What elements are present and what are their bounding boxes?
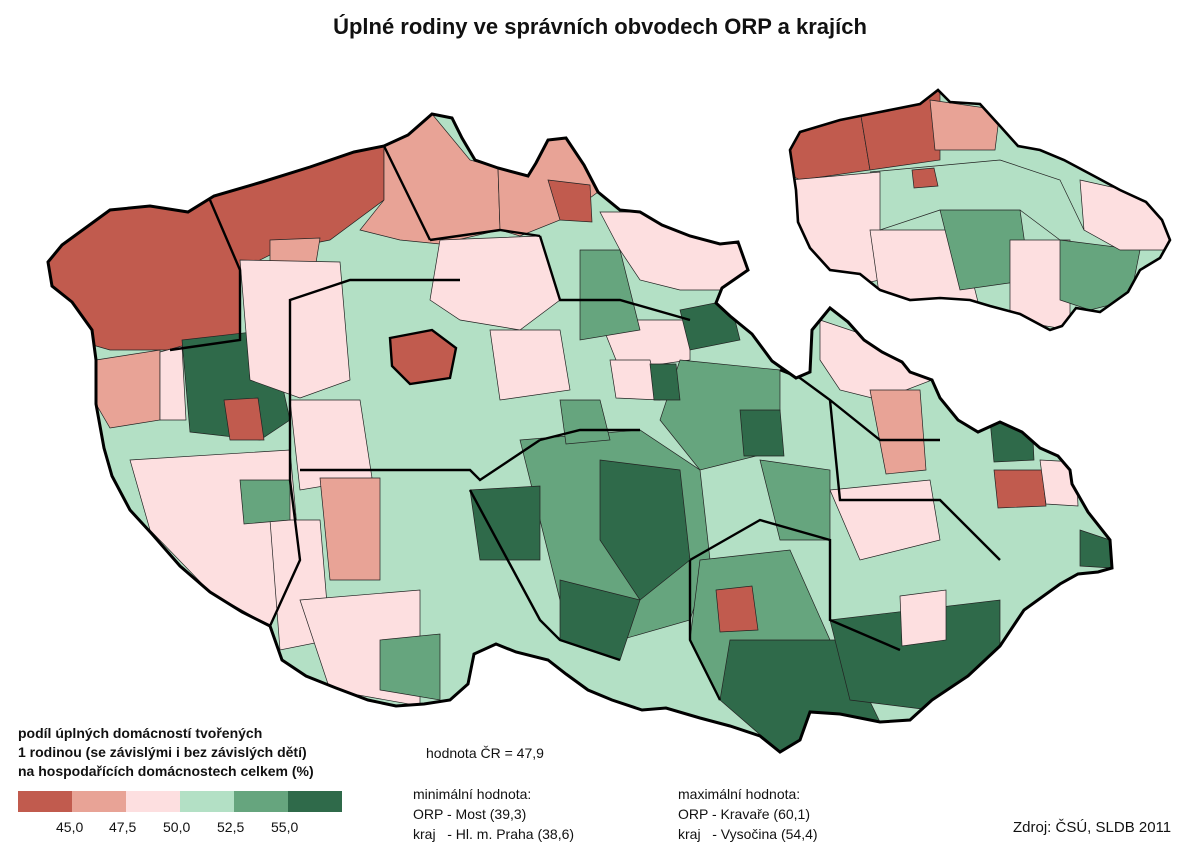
- legend-title: podíl úplných domácností tvořených 1 rod…: [18, 724, 314, 781]
- legend-swatch: [126, 791, 180, 812]
- legend-tick: 45,0: [56, 819, 84, 835]
- legend-title-line: na hospodařících domácnostech celkem (%): [18, 763, 314, 779]
- legend-color-scale: [18, 791, 342, 812]
- minimum-label: minimální hodnota:: [413, 786, 532, 802]
- maximum-orp: ORP - Kravaře (60,1): [678, 806, 811, 822]
- minimum-values: minimální hodnota: ORP - Most (39,3) kra…: [413, 784, 574, 844]
- legend-tick: 47,5: [109, 819, 137, 835]
- source-note: Zdroj: ČSÚ, SLDB 2011: [1013, 819, 1172, 836]
- maximum-values: maximální hodnota: ORP - Kravaře (60,1) …: [678, 784, 818, 844]
- legend-title-line: 1 rodinou (se závislými i bez závislých …: [18, 744, 307, 760]
- map-title: Úplné rodiny ve správních obvodech ORP a…: [333, 14, 867, 39]
- legend-tick: 52,5: [217, 819, 245, 835]
- legend-swatch: [18, 791, 72, 812]
- legend-swatch: [180, 791, 234, 812]
- legend-tick: 50,0: [163, 819, 191, 835]
- legend-tick: 55,0: [271, 819, 299, 835]
- maximum-kraj: kraj - Vysočina (54,4): [678, 826, 818, 842]
- legend-swatch: [288, 791, 342, 812]
- national-value: hodnota ČR = 47,9: [426, 745, 544, 761]
- minimum-orp: ORP - Most (39,3): [413, 806, 527, 822]
- minimum-kraj: kraj - Hl. m. Praha (38,6): [413, 826, 575, 842]
- maximum-label: maximální hodnota:: [678, 786, 801, 802]
- legend-swatch: [72, 791, 126, 812]
- legend-title-line: podíl úplných domácností tvořených: [18, 725, 263, 741]
- legend-swatch: [234, 791, 288, 812]
